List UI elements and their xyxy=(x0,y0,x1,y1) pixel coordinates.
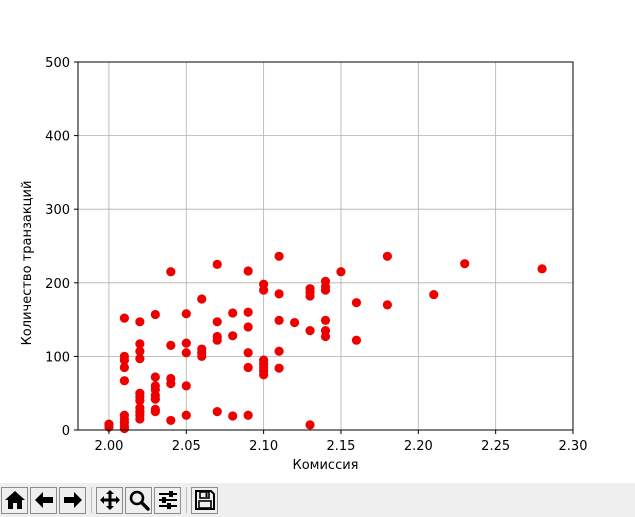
x-tick-label: 2.05 xyxy=(172,439,201,454)
figure-canvas: 2.00 2.05 2.10 2.15 2.20 2.25 2.30 0 100 200 300 40… xyxy=(20,56,588,473)
x-tick-label: 2.10 xyxy=(249,439,278,454)
data-point xyxy=(305,420,315,430)
pan-button[interactable] xyxy=(96,486,123,514)
data-point xyxy=(243,348,253,358)
data-point xyxy=(243,410,253,420)
data-point xyxy=(259,285,269,295)
data-point xyxy=(243,362,253,373)
data-point xyxy=(274,251,284,261)
data-point xyxy=(259,370,269,380)
x-tick-label: 2.25 xyxy=(481,439,510,454)
data-point xyxy=(166,267,176,277)
data-point xyxy=(135,395,145,406)
data-point xyxy=(197,294,207,304)
floppy-disk-icon xyxy=(194,489,216,511)
axes-frame xyxy=(77,61,574,431)
data-point xyxy=(228,411,238,421)
data-point xyxy=(181,348,191,358)
data-point xyxy=(104,422,114,432)
data-point xyxy=(181,381,191,391)
zoom-button[interactable] xyxy=(125,486,152,514)
y-tick-label: 100 xyxy=(45,350,70,365)
data-point xyxy=(274,315,284,325)
data-point xyxy=(119,362,130,373)
data-point xyxy=(274,289,284,299)
y-tick-label: 500 xyxy=(45,56,70,71)
data-point xyxy=(197,351,207,361)
y-tick-label: 400 xyxy=(45,130,70,145)
y-tick-label: 300 xyxy=(45,203,70,218)
data-point xyxy=(274,346,284,356)
data-point xyxy=(119,355,130,365)
x-tick-label: 2.20 xyxy=(404,439,433,454)
scatter-plot: 2.00 2.05 2.10 2.15 2.20 2.25 2.30 0 100 200 300 40… xyxy=(20,56,587,473)
data-point xyxy=(351,335,362,345)
data-point xyxy=(228,308,238,318)
data-point xyxy=(351,298,362,308)
data-point xyxy=(537,264,547,274)
data-point xyxy=(243,322,253,332)
data-points xyxy=(104,251,547,434)
y-tick-label: 0 xyxy=(62,424,70,439)
data-point xyxy=(305,326,315,336)
back-button[interactable] xyxy=(30,486,57,514)
data-point xyxy=(119,423,130,434)
navigation-toolbar xyxy=(0,483,635,517)
configure-subplots-button[interactable] xyxy=(154,486,181,514)
sliders-icon xyxy=(157,489,179,511)
data-point xyxy=(135,317,145,327)
data-point xyxy=(212,335,222,345)
save-button[interactable] xyxy=(191,486,218,514)
home-icon xyxy=(4,489,26,511)
x-tick-label: 2.15 xyxy=(326,439,355,454)
data-point xyxy=(166,340,176,350)
data-point xyxy=(382,251,392,261)
data-point xyxy=(150,407,160,417)
home-button[interactable] xyxy=(1,486,28,514)
data-point xyxy=(212,317,222,327)
data-point xyxy=(382,300,392,310)
axis-ticks: 2.00 2.05 2.10 2.15 2.20 2.25 2.30 0 100 200 300 40… xyxy=(45,56,587,454)
x-axis-label: Комиссия xyxy=(292,458,358,473)
data-point xyxy=(181,410,191,420)
data-point xyxy=(166,379,176,389)
x-tick-label: 2.00 xyxy=(94,439,123,454)
data-point xyxy=(320,331,331,342)
data-point xyxy=(243,266,253,276)
data-point xyxy=(243,307,253,317)
forward-button[interactable] xyxy=(59,486,86,514)
move-icon xyxy=(99,489,121,511)
data-point xyxy=(181,338,191,348)
data-point xyxy=(336,267,346,277)
x-tick-label: 2.30 xyxy=(559,439,588,454)
data-point xyxy=(274,363,284,373)
data-point xyxy=(305,291,315,301)
data-point xyxy=(135,339,145,349)
data-point xyxy=(150,309,160,320)
data-point xyxy=(320,315,331,325)
arrow-right-icon xyxy=(62,489,84,511)
y-tick-label: 200 xyxy=(45,277,70,292)
data-point xyxy=(212,407,222,417)
arrow-left-icon xyxy=(33,489,55,511)
data-point xyxy=(181,309,191,319)
data-point xyxy=(166,415,176,426)
data-point xyxy=(135,354,145,364)
data-point xyxy=(320,285,331,295)
data-point xyxy=(289,317,300,328)
toolbar-separator xyxy=(91,487,92,513)
data-point xyxy=(228,331,238,341)
magnifier-icon xyxy=(128,489,150,511)
data-point xyxy=(119,313,130,323)
data-point xyxy=(150,394,160,404)
data-point xyxy=(135,414,145,424)
data-point xyxy=(135,346,145,356)
data-point xyxy=(212,259,222,269)
data-point xyxy=(150,372,160,382)
toolbar-separator xyxy=(186,487,187,513)
y-axis-label: Количество транзакций xyxy=(20,181,35,346)
data-point xyxy=(429,289,439,300)
data-point xyxy=(119,376,130,386)
data-point xyxy=(460,259,470,269)
